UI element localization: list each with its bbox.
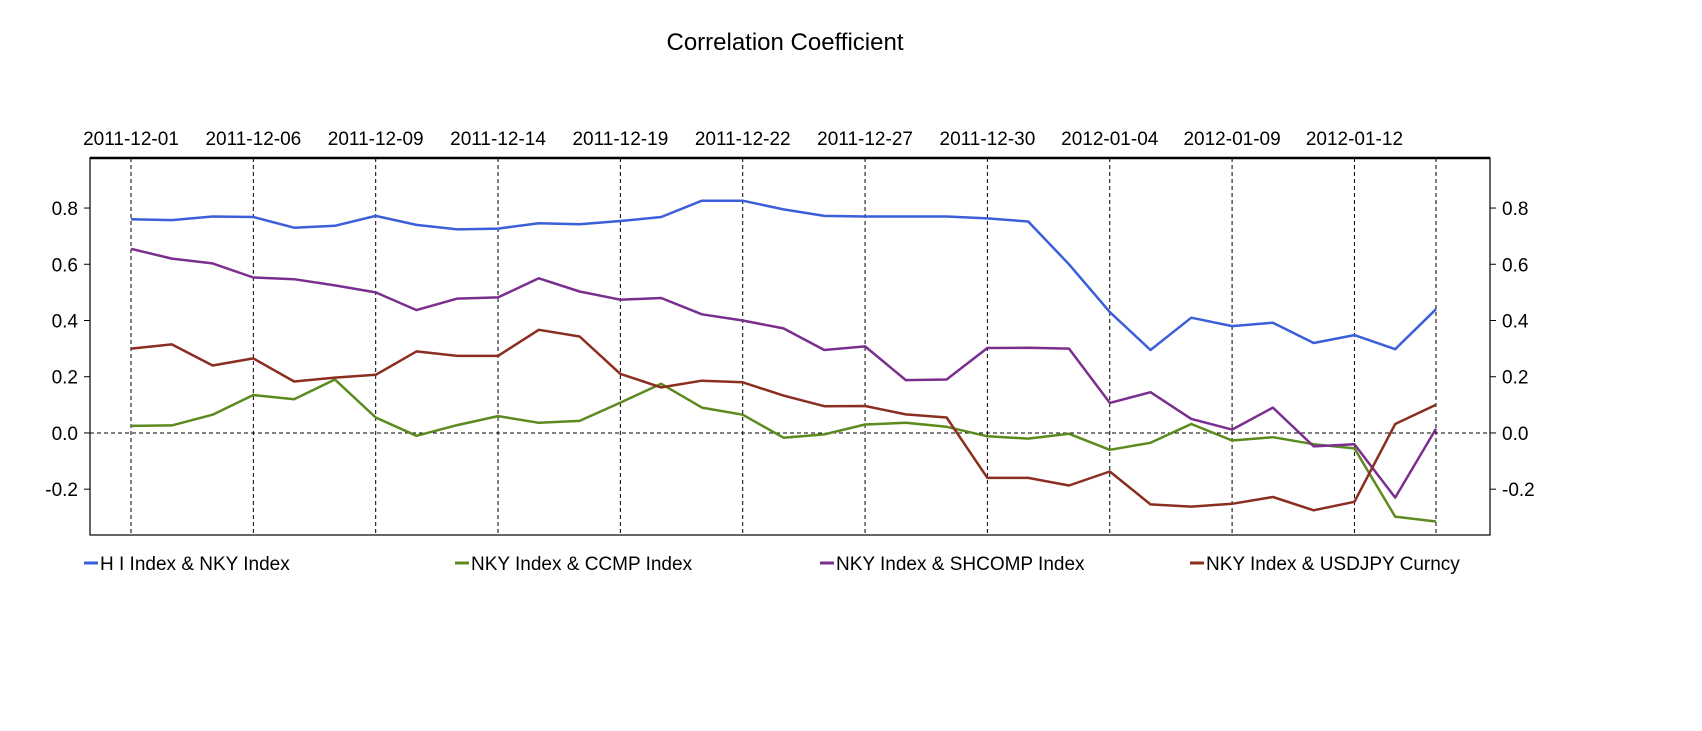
x-tick-label: 2011-12-19 [572, 129, 668, 150]
grid [90, 158, 1490, 535]
y-axis-ticks: -0.2 -0.2 0.0 0.0 0.2 0.2 0.4 0.4 0.6 0.6 0.8 0.8 [45, 199, 1535, 501]
legend-label: NKY Index & USDJPY Curncy [1206, 554, 1460, 575]
plot-frame [89, 157, 1491, 536]
y-tick-label-right: 0.0 [1502, 424, 1528, 445]
x-tick-label: 2011-12-09 [328, 129, 424, 150]
y-tick-label-right: -0.2 [1502, 480, 1535, 501]
y-tick-label-right: 0.8 [1502, 199, 1528, 220]
series-lines [130, 199, 1438, 523]
x-axis-ticks: 2011-12-01 2011-12-06 2011-12-09 2011-12-14… [83, 129, 1403, 150]
x-tick-label: 2011-12-22 [695, 129, 791, 150]
x-tick-label: 2011-12-06 [205, 129, 301, 150]
series-line [130, 199, 1437, 352]
y-tick-label-right: 0.6 [1502, 255, 1528, 276]
series-line [130, 328, 1437, 512]
series-line [130, 247, 1438, 499]
y-tick-label-left: 0.2 [52, 368, 78, 389]
x-tick-label: 2012-01-04 [1061, 129, 1159, 150]
y-tick-label-right: 0.2 [1502, 368, 1528, 389]
y-tick-label-left: 0.8 [52, 199, 78, 220]
y-tick-label-left: 0.0 [52, 424, 78, 445]
legend: H I Index & NKY Index NKY Index & CCMP In… [84, 554, 1460, 575]
chart-title: Correlation Coefficient [666, 29, 903, 56]
legend-label: H I Index & NKY Index [100, 554, 290, 575]
y-tick-label-right: 0.4 [1502, 311, 1529, 332]
x-tick-label: 2011-12-01 [83, 129, 179, 150]
y-tick-label-left: -0.2 [45, 480, 78, 501]
x-tick-label: 2011-12-27 [817, 129, 913, 150]
x-tick-label: 2012-01-12 [1306, 129, 1403, 150]
legend-label: NKY Index & CCMP Index [471, 554, 693, 575]
series-line [130, 378, 1437, 523]
x-tick-label: 2011-12-14 [450, 129, 546, 150]
x-tick-label: 2011-12-30 [940, 129, 1036, 150]
x-tick-label: 2012-01-09 [1183, 129, 1280, 150]
y-tick-label-left: 0.6 [52, 255, 78, 276]
legend-label: NKY Index & SHCOMP Index [836, 554, 1085, 575]
y-tick-label-left: 0.4 [52, 311, 79, 332]
